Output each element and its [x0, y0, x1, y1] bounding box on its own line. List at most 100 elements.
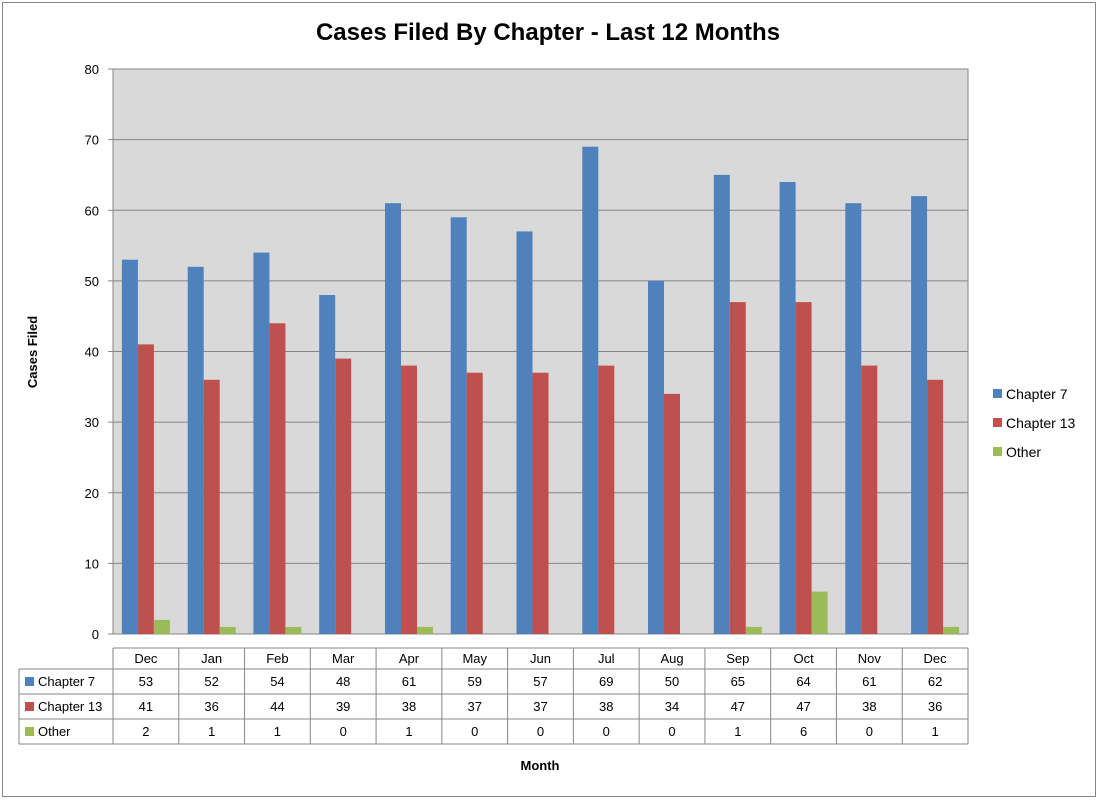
table-series-label: Other [38, 724, 71, 739]
data-label: 39 [336, 699, 350, 714]
x-tick-label: Jan [201, 651, 222, 666]
data-label: 53 [139, 674, 153, 689]
bar-chapter-7-7 [582, 146, 599, 634]
bar-chapter-13-11 [861, 365, 878, 634]
x-tick-label: May [462, 651, 487, 666]
data-label: 0 [866, 724, 873, 739]
bar-chapter-7-9 [713, 174, 730, 634]
bar-chapter-13-5 [466, 372, 483, 634]
bar-chapter-7-10 [779, 182, 796, 634]
bar-other-2 [285, 626, 302, 634]
data-label: 0 [340, 724, 347, 739]
data-label: 0 [537, 724, 544, 739]
data-label: 64 [796, 674, 810, 689]
data-label: 1 [405, 724, 412, 739]
bar-chapter-7-2 [253, 252, 270, 634]
legend-label: Chapter 7 [1006, 386, 1068, 402]
data-label: 38 [402, 699, 416, 714]
bar-chapter-13-2 [269, 323, 286, 635]
bar-chapter-13-12 [927, 379, 944, 635]
x-tick-label: Aug [660, 651, 683, 666]
x-tick-label: Nov [858, 651, 882, 666]
legend-label: Chapter 13 [1006, 415, 1075, 431]
y-tick-label: 80 [85, 62, 99, 77]
y-tick-label: 40 [85, 345, 99, 360]
data-label: 52 [204, 674, 218, 689]
data-label: 41 [139, 699, 153, 714]
data-label: 1 [274, 724, 281, 739]
bar-chapter-7-1 [187, 266, 204, 635]
bar-chapter-7-11 [845, 203, 862, 634]
legend-key [993, 389, 1002, 398]
data-label: 1 [734, 724, 741, 739]
bar-chapter-7-6 [516, 231, 533, 634]
data-label: 47 [796, 699, 810, 714]
table-series-label: Chapter 13 [38, 699, 102, 714]
bar-chapter-13-9 [729, 302, 746, 634]
table-legend-key [25, 702, 34, 711]
data-label: 62 [928, 674, 942, 689]
bar-other-9 [745, 626, 762, 634]
bar-chapter-7-4 [385, 203, 401, 634]
legend-label: Other [1006, 444, 1041, 460]
x-tick-label: Dec [924, 651, 948, 666]
bar-chapter-13-10 [795, 302, 812, 634]
bar-chapter-7-12 [911, 196, 928, 634]
bar-chapter-13-1 [203, 379, 220, 635]
y-axis-label: Cases Filed [25, 316, 40, 388]
y-tick-label: 0 [92, 627, 99, 642]
x-tick-label: Mar [332, 651, 355, 666]
data-label: 6 [800, 724, 807, 739]
chart-title: Cases Filed By Chapter - Last 12 Months [316, 19, 780, 46]
data-label: 44 [270, 699, 284, 714]
y-tick-label: 70 [85, 133, 99, 148]
bar-chapter-13-7 [598, 365, 615, 634]
data-label: 34 [665, 699, 679, 714]
table-legend-key [25, 677, 34, 686]
table-legend-key [25, 727, 34, 736]
data-label: 36 [928, 699, 942, 714]
bar-chapter-13-0 [137, 344, 154, 634]
data-label: 65 [731, 674, 745, 689]
bar-other-0 [153, 619, 170, 634]
data-label: 0 [603, 724, 610, 739]
data-label: 38 [862, 699, 876, 714]
bar-other-4 [417, 626, 433, 634]
legend-key [993, 447, 1002, 456]
x-axis-label: Month [521, 758, 560, 773]
data-label: 47 [731, 699, 745, 714]
data-label: 36 [204, 699, 218, 714]
data-label: 59 [467, 674, 481, 689]
data-label: 37 [533, 699, 547, 714]
data-label: 50 [665, 674, 679, 689]
data-label: 0 [471, 724, 478, 739]
bar-other-10 [811, 591, 828, 634]
bar-other-12 [943, 626, 960, 634]
x-tick-label: Dec [134, 651, 158, 666]
y-tick-label: 20 [85, 486, 99, 501]
x-tick-label: Jul [598, 651, 615, 666]
bar-chapter-7-3 [319, 295, 336, 634]
x-tick-label: Sep [726, 651, 749, 666]
data-label: 0 [668, 724, 675, 739]
x-tick-label: Jun [530, 651, 551, 666]
data-label: 48 [336, 674, 350, 689]
x-tick-label: Oct [793, 651, 814, 666]
data-label: 2 [142, 724, 149, 739]
y-tick-label: 60 [85, 203, 99, 218]
legend-key [993, 418, 1002, 427]
x-tick-label: Feb [266, 651, 288, 666]
data-label: 37 [467, 699, 481, 714]
y-tick-label: 50 [85, 274, 99, 289]
bar-chapter-13-4 [401, 365, 417, 634]
data-label: 1 [931, 724, 938, 739]
data-label: 69 [599, 674, 613, 689]
bar-chapter-7-8 [648, 280, 664, 634]
x-tick-label: Apr [399, 651, 420, 666]
data-label: 1 [208, 724, 215, 739]
bar-chapter-13-3 [335, 358, 352, 634]
data-label: 61 [862, 674, 876, 689]
data-label: 57 [533, 674, 547, 689]
